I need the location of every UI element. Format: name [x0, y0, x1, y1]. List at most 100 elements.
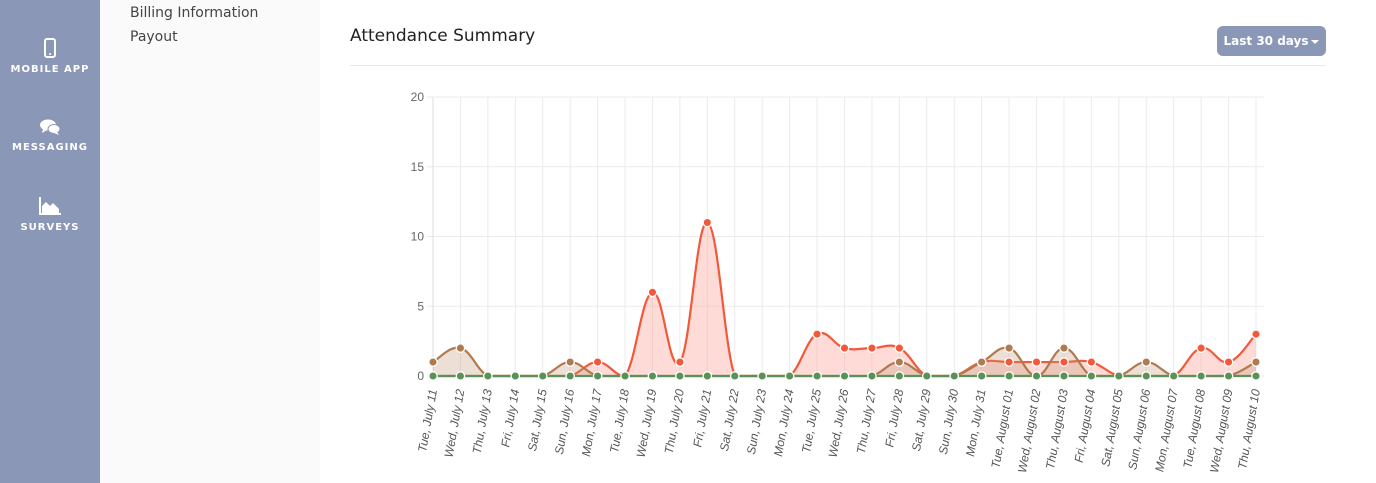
data-point[interactable]: [1004, 371, 1014, 381]
x-tick-label: Tue, July 18: [607, 388, 632, 454]
data-point[interactable]: [1223, 371, 1234, 381]
x-tick-label: Tue, July 11: [415, 388, 440, 453]
x-tick-label: Wed, August 02: [1015, 388, 1044, 474]
x-tick-label: Sun, July 16: [552, 388, 577, 456]
data-point[interactable]: [921, 371, 932, 381]
main-panel: Attendance Summary Last 30 days: [320, 0, 1376, 483]
data-point[interactable]: [1086, 357, 1097, 367]
data-point[interactable]: [1196, 343, 1206, 353]
data-point[interactable]: [455, 343, 466, 353]
x-tick-label: Thu, July 13: [470, 388, 495, 455]
x-tick-label: Sat, July 15: [525, 388, 550, 453]
x-tick-label: Sat, July 29: [909, 388, 934, 453]
data-point[interactable]: [867, 343, 877, 353]
y-tick-label: 10: [411, 230, 425, 244]
date-range-dropdown[interactable]: Last 30 days: [1217, 26, 1326, 56]
data-point[interactable]: [1059, 343, 1069, 353]
divider: [350, 65, 1326, 66]
data-point[interactable]: [812, 371, 822, 381]
data-point[interactable]: [812, 329, 822, 339]
x-tick-label: Fri, July 28: [882, 388, 906, 449]
data-point[interactable]: [839, 343, 850, 353]
data-point[interactable]: [455, 371, 466, 381]
sidebar-item-label: SURVEYS: [20, 222, 80, 233]
caret-down-icon: [1311, 39, 1320, 44]
data-point[interactable]: [867, 371, 877, 381]
page-title: Attendance Summary: [350, 26, 536, 46]
x-tick-label: Fri, July 21: [690, 388, 714, 448]
data-point[interactable]: [675, 371, 685, 381]
data-point[interactable]: [757, 371, 768, 381]
chart-grid: 0 5 10 15 20: [411, 90, 1264, 383]
data-point[interactable]: [483, 371, 493, 381]
data-point[interactable]: [894, 371, 905, 381]
data-point[interactable]: [976, 371, 987, 381]
y-tick-label: 5: [417, 299, 424, 313]
data-point[interactable]: [702, 371, 713, 381]
x-tick-label: Fri, July 14: [498, 388, 522, 449]
data-point[interactable]: [1113, 371, 1124, 381]
data-point[interactable]: [949, 371, 960, 381]
data-point[interactable]: [702, 217, 713, 228]
data-point[interactable]: [537, 371, 548, 381]
data-point[interactable]: [510, 371, 521, 381]
x-tick-label: Sat, July 22: [717, 388, 742, 453]
x-tick-label: Mon, July 24: [771, 388, 797, 458]
x-tick-label: Thu, July 20: [662, 388, 687, 455]
x-tick-label: Thu, July 27: [854, 387, 879, 455]
data-point[interactable]: [894, 343, 905, 353]
data-point[interactable]: [620, 371, 630, 381]
data-point[interactable]: [1196, 371, 1206, 381]
data-point[interactable]: [839, 371, 850, 381]
data-point[interactable]: [428, 371, 438, 381]
sidebar-item-label: MOBILE APP: [10, 64, 90, 75]
date-range-label: Last 30 days: [1223, 34, 1309, 48]
data-point[interactable]: [1141, 371, 1152, 381]
data-point[interactable]: [647, 371, 658, 381]
data-point[interactable]: [1251, 371, 1261, 381]
x-tick-label: Tue, August 08: [1180, 388, 1208, 470]
x-tick-label: Sun, July 23: [744, 388, 769, 456]
data-point[interactable]: [729, 371, 740, 381]
data-point[interactable]: [1004, 357, 1014, 367]
data-point[interactable]: [1031, 371, 1042, 381]
series-points-red: [592, 217, 1261, 367]
subnav-billing-information[interactable]: Billing Information: [130, 5, 259, 21]
data-point[interactable]: [1031, 357, 1042, 367]
sidebar: MOBILE APP MESSAGING SURVEYS: [0, 0, 100, 483]
y-tick-label: 15: [411, 160, 425, 174]
series-points-green: [428, 371, 1261, 381]
data-point[interactable]: [592, 357, 603, 367]
x-tick-label: Mon, August 07: [1152, 387, 1181, 473]
data-point[interactable]: [1141, 357, 1152, 367]
data-point[interactable]: [647, 287, 658, 298]
data-point[interactable]: [976, 357, 987, 367]
x-tick-label: Wed, July 19: [634, 388, 660, 459]
sidebar-item-messaging[interactable]: MESSAGING: [0, 118, 100, 153]
sidebar-item-label: MESSAGING: [12, 142, 88, 153]
x-axis-labels: Tue, July 11 Wed, July 12 Thu, July 13 Fri,…: [415, 387, 1263, 474]
x-tick-label: Sun, July 30: [936, 388, 961, 456]
data-point[interactable]: [565, 371, 576, 381]
x-tick-label: Wed, July 12: [442, 388, 468, 459]
sub-navigation: Billing Information Payout: [100, 0, 320, 483]
data-point[interactable]: [565, 357, 576, 367]
data-point[interactable]: [1004, 343, 1014, 353]
subnav-payout[interactable]: Payout: [130, 29, 178, 45]
sidebar-item-mobile-app[interactable]: MOBILE APP: [0, 38, 100, 75]
data-point[interactable]: [1059, 357, 1069, 367]
sidebar-item-surveys[interactable]: SURVEYS: [0, 196, 100, 233]
data-point[interactable]: [1223, 357, 1234, 367]
data-point[interactable]: [675, 357, 685, 367]
x-tick-label: Thu, August 10: [1235, 388, 1263, 470]
data-point[interactable]: [894, 357, 905, 367]
data-point[interactable]: [1168, 371, 1179, 381]
data-point[interactable]: [1251, 357, 1261, 367]
data-point[interactable]: [1251, 329, 1261, 339]
data-point[interactable]: [784, 371, 795, 381]
data-point[interactable]: [1086, 371, 1097, 381]
data-point[interactable]: [428, 357, 438, 367]
x-tick-label: Fri, August 04: [1072, 388, 1099, 464]
data-point[interactable]: [1059, 371, 1069, 381]
data-point[interactable]: [592, 371, 603, 381]
